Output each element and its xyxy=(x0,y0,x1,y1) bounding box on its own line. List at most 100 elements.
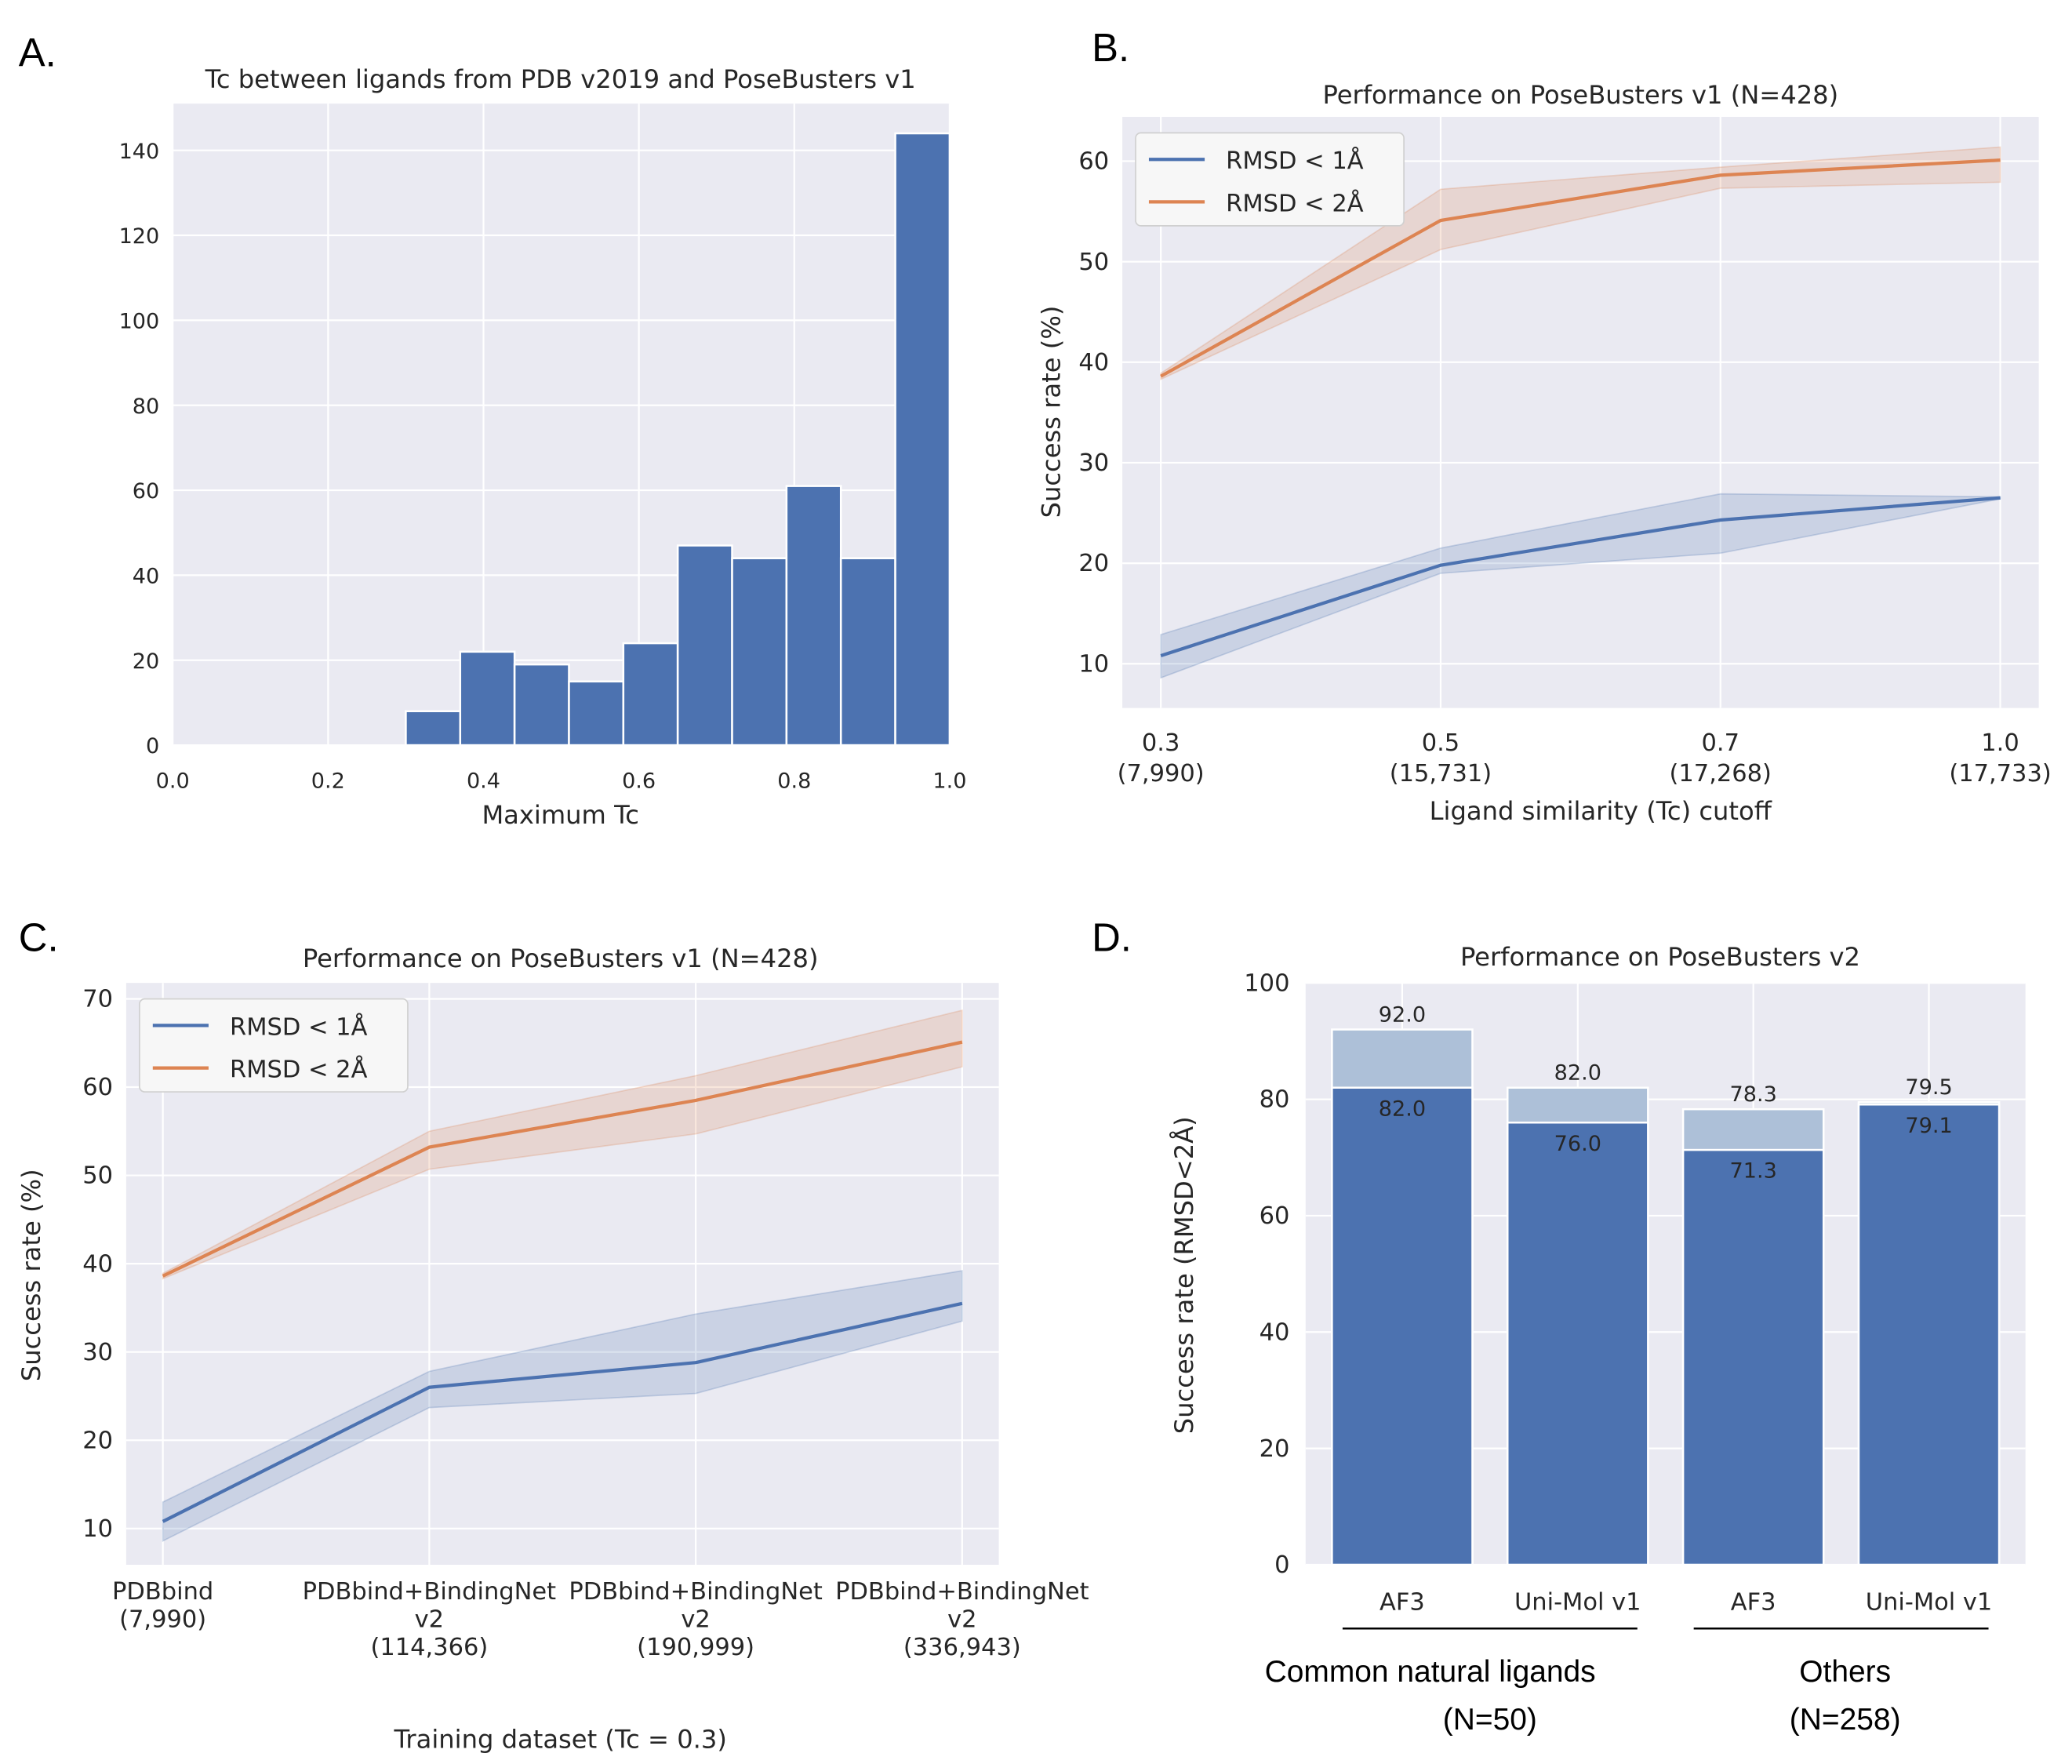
panel-d-ytick: 0 xyxy=(1274,1551,1289,1579)
panel-a-ytick: 40 xyxy=(133,565,159,589)
panel-b-legend-label: RMSD < 2Å xyxy=(1226,189,1364,217)
panel-c-legend: RMSD < 1Å RMSD < 2Å xyxy=(139,998,409,1093)
panel-a-xlabel: Maximum Tc xyxy=(482,800,639,830)
panel-c-xtick: PDBbind(7,990) xyxy=(112,1577,214,1635)
panel-b-series-line xyxy=(1160,496,2001,658)
panel-d-ytick: 100 xyxy=(1244,969,1289,997)
panel-a-ytick: 120 xyxy=(119,224,160,249)
histogram-bar xyxy=(622,642,679,747)
panel-d-xtick: Uni-Mol v1 xyxy=(1514,1589,1641,1617)
group-count: (N=50) xyxy=(1443,1703,1537,1737)
panel-label-b: B. xyxy=(1092,25,1129,70)
panel-b-xtick-label: 0.3 xyxy=(1142,729,1180,757)
panel-c-xtick-count: (7,990) xyxy=(119,1606,207,1635)
panel-b-legend-label: RMSD < 1Å xyxy=(1226,147,1364,175)
panel-b-ytick: 30 xyxy=(1078,449,1109,477)
panel-b-xtick-label: 0.7 xyxy=(1702,729,1739,757)
panel-c-ytick: 10 xyxy=(82,1515,113,1543)
panel-d-ylabel: Success rate (RMSD<2Å) xyxy=(1169,1116,1199,1434)
panel-label-a: A. xyxy=(19,31,56,75)
panel-c-series-line xyxy=(162,1040,963,1278)
histogram-bar xyxy=(894,132,951,747)
panel-a-ytick: 60 xyxy=(133,479,159,504)
data-label-bottom: 71.3 xyxy=(1730,1159,1777,1184)
panel-label-d: D. xyxy=(1092,915,1132,960)
histogram-bar xyxy=(568,680,625,747)
bar-dark xyxy=(1681,1148,1825,1566)
histogram-bar xyxy=(731,557,788,747)
panel-d-xtick: AF3 xyxy=(1380,1589,1425,1617)
panel-b-ytick: 20 xyxy=(1078,550,1109,577)
panel-c-legend-label: RMSD < 2Å xyxy=(230,1055,368,1083)
panel-a-xtick: 0.6 xyxy=(622,769,656,793)
panel-b-ytick: 50 xyxy=(1078,249,1109,276)
panel-d-xtick: Uni-Mol v1 xyxy=(1866,1589,1993,1617)
panel-c-legend-label: RMSD < 1Å xyxy=(230,1013,368,1041)
panel-d-ytick: 20 xyxy=(1260,1435,1290,1463)
panel-b-ci-band xyxy=(1160,146,2001,380)
panel-b-xtick-count: (17,733) xyxy=(1949,760,2051,787)
panel-c-xtick-count: (190,999) xyxy=(637,1634,755,1662)
panel-c-xtick-label: PDBbind xyxy=(112,1577,214,1606)
panel-d-bar-chart: 0 20 40 60 80 100 AF3 Uni-Mol v1 AF3 Uni-Mol v1 92… xyxy=(1092,915,2026,1737)
data-label-top: 79.5 xyxy=(1905,1075,1952,1100)
histogram-bar xyxy=(785,485,842,747)
bar-dark xyxy=(1506,1121,1649,1566)
panel-a-ytick: 140 xyxy=(119,140,160,164)
panel-b-ytick: 40 xyxy=(1078,349,1109,376)
panel-b-xtick-count: (7,990) xyxy=(1118,760,1205,787)
panel-c-xtick: PDBbind+BindingNet v2(114,366) xyxy=(302,1577,557,1662)
data-label-bottom: 76.0 xyxy=(1554,1132,1601,1156)
panel-c-xtick: PDBbind+BindingNet v2(336,943) xyxy=(835,1577,1089,1662)
panel-c-ci-band xyxy=(162,1270,963,1542)
histogram-bar xyxy=(405,710,462,747)
data-label-bottom: 82.0 xyxy=(1379,1097,1426,1121)
panel-b-ytick: 60 xyxy=(1078,148,1109,176)
panel-a-xtick: 0.2 xyxy=(311,769,345,793)
panel-d-xtick: AF3 xyxy=(1731,1589,1776,1617)
panel-a-title: Tc between ligands from PDB v2019 and Po… xyxy=(205,64,916,94)
panel-a-histogram: 0 20 40 60 80 100 120 140 0.0 0.2 0.4 0.6 0.8 1.0 A. Tc… xyxy=(19,31,967,830)
histogram-bar xyxy=(676,544,733,747)
panel-a-ytick: 0 xyxy=(146,734,159,758)
panel-a-xtick: 0.0 xyxy=(156,769,190,793)
panel-b-series-line xyxy=(1160,158,2001,378)
panel-c-xtick-label: PDBbind+BindingNet v2 xyxy=(569,1577,823,1635)
group-label: Common natural ligands xyxy=(1265,1655,1596,1689)
panel-b-ytick: 10 xyxy=(1078,650,1109,678)
panel-b-xlabel: Ligand similarity (Tc) cutoff xyxy=(1430,796,1772,826)
panel-b-xtick-label: 0.5 xyxy=(1422,729,1459,757)
panel-b-legend: RMSD < 1Å RMSD < 2Å xyxy=(1135,132,1405,227)
panel-c-xtick-label: PDBbind+BindingNet v2 xyxy=(835,1577,1089,1635)
panel-a-xtick: 0.4 xyxy=(467,769,500,793)
histogram-bar xyxy=(513,663,570,747)
panel-c-xtick-label: PDBbind+BindingNet v2 xyxy=(302,1577,557,1635)
panel-d-title: Performance on PoseBusters v2 xyxy=(1460,942,1860,972)
data-label-top: 78.3 xyxy=(1730,1082,1777,1107)
panel-c-xtick-count: (336,943) xyxy=(903,1634,1021,1662)
panel-c-xtick-count: (114,366) xyxy=(370,1634,489,1662)
panel-a-xtick: 1.0 xyxy=(932,769,966,793)
data-label-top: 92.0 xyxy=(1379,1002,1426,1027)
panel-c-ci-band xyxy=(162,1009,963,1280)
panel-b-xtick-label: 1.0 xyxy=(1981,729,2019,757)
panel-c-ytick: 60 xyxy=(82,1074,113,1101)
panel-a-ytick: 100 xyxy=(119,310,160,334)
panel-c-line-chart: 10 20 30 40 50 60 70 PDBbind(7,990) PDBbind+Bind… xyxy=(16,915,1089,1755)
panel-c-ylabel: Success rate (%) xyxy=(16,1169,46,1381)
panel-d-ytick: 80 xyxy=(1260,1086,1290,1114)
panel-a-ytick: 20 xyxy=(133,649,159,674)
panel-c-ytick: 40 xyxy=(82,1250,113,1278)
panel-b-title: Performance on PoseBusters v1 (N=428) xyxy=(1323,80,1839,110)
panel-c-title: Performance on PoseBusters v1 (N=428) xyxy=(303,944,819,973)
group-count: (N=258) xyxy=(1790,1703,1901,1737)
panel-a-xtick: 0.8 xyxy=(777,769,811,793)
panel-a-ytick: 80 xyxy=(133,395,159,419)
group-label: Others xyxy=(1799,1655,1891,1689)
histogram-bar xyxy=(459,650,516,747)
data-label-top: 82.0 xyxy=(1554,1061,1601,1086)
panel-label-c: C. xyxy=(19,915,59,960)
panel-c-xtick: PDBbind+BindingNet v2(190,999) xyxy=(569,1577,823,1662)
panel-d-ytick: 60 xyxy=(1260,1202,1290,1230)
